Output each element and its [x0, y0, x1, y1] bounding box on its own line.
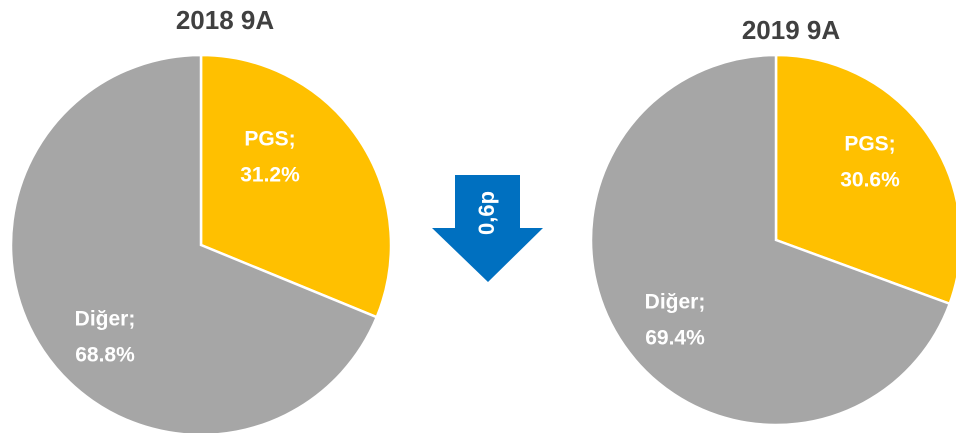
slice-value-label: 30.6%: [840, 169, 900, 192]
slice-category: PGS;: [244, 128, 295, 151]
pie-slice: [589, 53, 952, 427]
pie-slice: [9, 53, 379, 433]
arrow-label: 0,6p: [474, 191, 499, 235]
slice-category: Diğer;: [75, 308, 136, 331]
slice-value-label: 69.4%: [645, 327, 705, 350]
chart-title: 2019 9A: [742, 15, 841, 45]
pie-slice: [774, 53, 956, 306]
slice-value-label: 31.2%: [240, 164, 300, 187]
slice-value-label: 68.8%: [75, 344, 135, 367]
slice-category: PGS;: [844, 133, 895, 156]
down-arrow: [432, 175, 543, 282]
chart-title: 2018 9A: [176, 5, 275, 35]
pie-slice: [199, 53, 393, 319]
slice-category: Diğer;: [645, 291, 706, 314]
